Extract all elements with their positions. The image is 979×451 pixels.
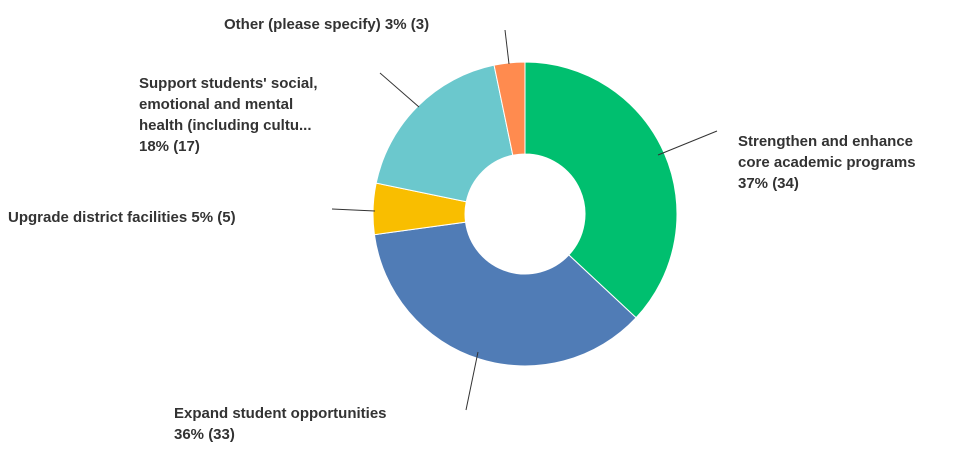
label-line: Other (please specify) 3% (3) xyxy=(224,16,429,33)
label-line: core academic programs xyxy=(738,154,916,171)
label-line: 37% (34) xyxy=(738,175,799,192)
label-line: Expand student opportunities xyxy=(174,405,387,422)
label-line: emotional and mental xyxy=(139,96,293,113)
label-strengthen-and-enhance-core-academic-programs: Strengthen and enhance core academic prog… xyxy=(738,133,916,192)
label-line: Upgrade district facilities 5% (5) xyxy=(8,209,236,226)
label-other-please-specify: Other (please specify) 3% (3) xyxy=(224,16,429,33)
leader-line-other-please-specify xyxy=(504,29,510,65)
slice-labels: Strengthen and enhance core academic prog… xyxy=(8,16,916,443)
label-line: 18% (17) xyxy=(139,138,200,155)
slice-other-please-specify[interactable] xyxy=(493,61,526,156)
leader-lines xyxy=(331,29,718,411)
slice-expand-student-opportunities[interactable] xyxy=(373,221,637,367)
label-line: Strengthen and enhance xyxy=(738,133,913,150)
label-line: 36% (33) xyxy=(174,426,235,443)
label-upgrade-district-facilities: Upgrade district facilities 5% (5) xyxy=(8,209,236,226)
leader-line-support-students-social-emotional-and-mental-health-including-cultu xyxy=(379,72,420,108)
label-support-students-social-emotional-and-mental-health-including-cultu: Support students' social, emotional and m… xyxy=(139,75,318,155)
slice-strengthen-and-enhance-core-academic-programs[interactable] xyxy=(524,61,678,319)
label-line: Support students' social, xyxy=(139,75,318,92)
donut-slices xyxy=(372,61,678,367)
leader-line-expand-student-opportunities xyxy=(465,351,479,411)
label-line: health (including cultu... xyxy=(139,117,312,134)
label-expand-student-opportunities: Expand student opportunities 36% (33) xyxy=(174,405,387,443)
leader-line-upgrade-district-facilities xyxy=(331,208,376,212)
slice-support-students-social-emotional-and-mental-health-including-cultu[interactable] xyxy=(375,64,514,203)
leader-line-strengthen-and-enhance-core-academic-programs xyxy=(657,130,718,156)
